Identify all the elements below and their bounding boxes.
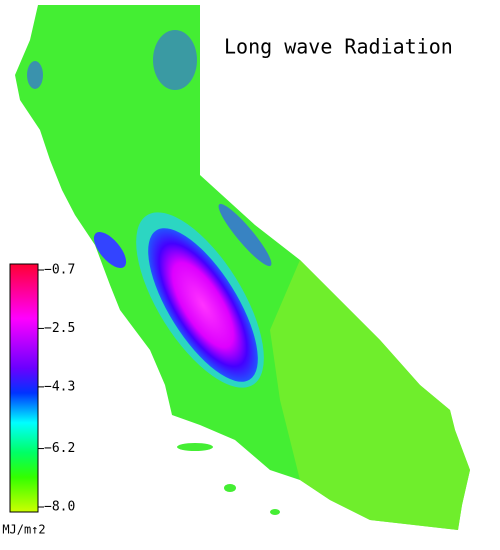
island	[224, 484, 236, 492]
island	[270, 509, 280, 515]
colorbar	[9, 263, 39, 513]
bay-area	[93, 231, 127, 269]
island	[177, 443, 213, 451]
northern-mountains	[153, 30, 197, 90]
southern-region	[270, 260, 470, 530]
colorbar-tick-label: −2.5	[44, 321, 75, 336]
colorbar-tick-label: −6.2	[44, 441, 75, 456]
sierra-band	[218, 203, 272, 267]
colorbar-unit: MJ/m↑2	[2, 523, 45, 537]
map-title: Long wave Radiation	[224, 35, 453, 59]
central-valley	[148, 228, 258, 382]
northern-coast	[27, 61, 43, 89]
colorbar-tick-label: −8.0	[44, 500, 75, 515]
colorbar-tick-label: −4.3	[44, 379, 75, 394]
colorbar-tick-label: −0.7	[44, 263, 75, 278]
